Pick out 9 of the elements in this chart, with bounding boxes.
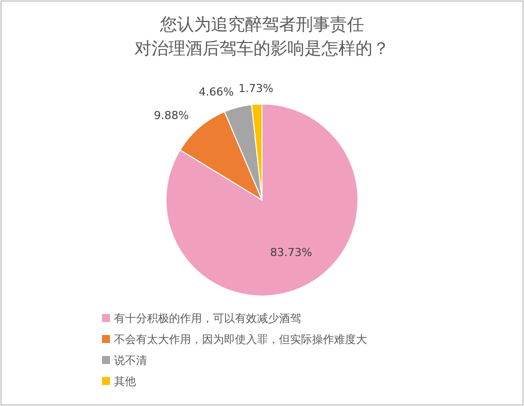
data-label: 4.66% [198, 86, 234, 99]
legend-label: 有十分积极的作用，可以有效减少酒驾 [114, 312, 301, 325]
chart-title: 您认为追究醉驾者刑事责任对治理酒后驾车的影响是怎样的？ [134, 15, 390, 59]
legend-label: 说不清 [114, 354, 147, 367]
legend-label: 其他 [114, 375, 136, 388]
data-label: 9.88% [154, 109, 189, 122]
data-label: 83.73% [270, 246, 312, 259]
legend-label: 不会有太大作用，因为即使入罪，但实际操作难度大 [114, 333, 367, 346]
data-label: 1.73% [238, 82, 274, 96]
